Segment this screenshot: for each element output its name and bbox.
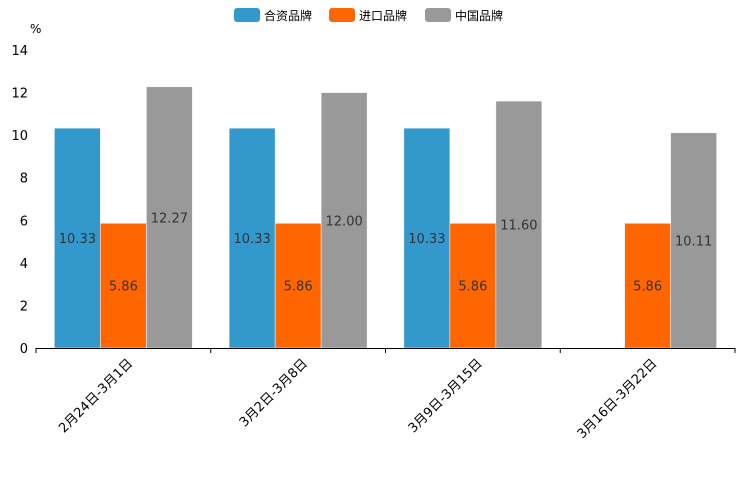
x-category-label: 3月2日-3月8日 xyxy=(237,356,311,430)
x-category-label: 3月9日-3月15日 xyxy=(406,356,486,436)
y-tick-label: 10 xyxy=(11,129,28,144)
x-category-label: 3月16日-3月22日 xyxy=(575,356,661,442)
data-label: 5.86 xyxy=(458,280,487,295)
data-label: 5.86 xyxy=(633,280,662,295)
bar xyxy=(449,223,497,349)
legend-label: 中国品牌 xyxy=(455,8,503,23)
bar xyxy=(146,86,193,349)
bar xyxy=(624,223,671,349)
legend-label: 进口品牌 xyxy=(359,9,407,23)
data-label: 10.33 xyxy=(408,232,445,247)
y-tick-label: 0 xyxy=(20,342,28,357)
x-category-label: 2月24日-3月1日 xyxy=(56,356,136,436)
data-label: 12.27 xyxy=(151,211,188,226)
bars: 10.33 5.86 12.27 10.33 5.86 12.00 10.33 5.86 11.… xyxy=(54,86,717,349)
bar xyxy=(54,127,101,349)
bar xyxy=(228,127,276,349)
bar xyxy=(670,132,717,349)
bar xyxy=(274,223,322,349)
data-label: 10.33 xyxy=(234,232,271,247)
y-axis-unit: % xyxy=(30,22,41,36)
data-label: 11.60 xyxy=(500,219,537,234)
legend-label: 合资品牌 xyxy=(264,8,312,23)
data-label: 5.86 xyxy=(284,280,313,295)
x-axis: 2月24日-3月1日 3月2日-3月8日 3月9日-3月15日 3月16日-3月22日 xyxy=(35,348,736,442)
data-label: 5.86 xyxy=(109,280,138,295)
y-tick-label: 4 xyxy=(20,257,28,272)
y-tick-label: 14 xyxy=(11,44,28,59)
y-tick-label: 12 xyxy=(11,87,28,102)
bar xyxy=(320,92,368,349)
legend-swatch xyxy=(234,8,260,22)
y-axis: 0 2 4 6 8 10 12 14 xyxy=(11,44,28,357)
legend-swatch xyxy=(329,8,355,22)
data-label: 12.00 xyxy=(326,214,363,229)
data-label: 10.11 xyxy=(675,234,712,249)
bar xyxy=(403,127,451,349)
legend-swatch xyxy=(425,8,451,22)
data-label: 10.33 xyxy=(59,232,96,247)
y-tick-label: 6 xyxy=(20,214,28,229)
y-tick-label: 2 xyxy=(20,299,28,314)
y-tick-label: 8 xyxy=(20,172,28,187)
legend: 合资品牌 进口品牌 中国品牌 xyxy=(234,8,503,23)
bar xyxy=(100,223,147,349)
